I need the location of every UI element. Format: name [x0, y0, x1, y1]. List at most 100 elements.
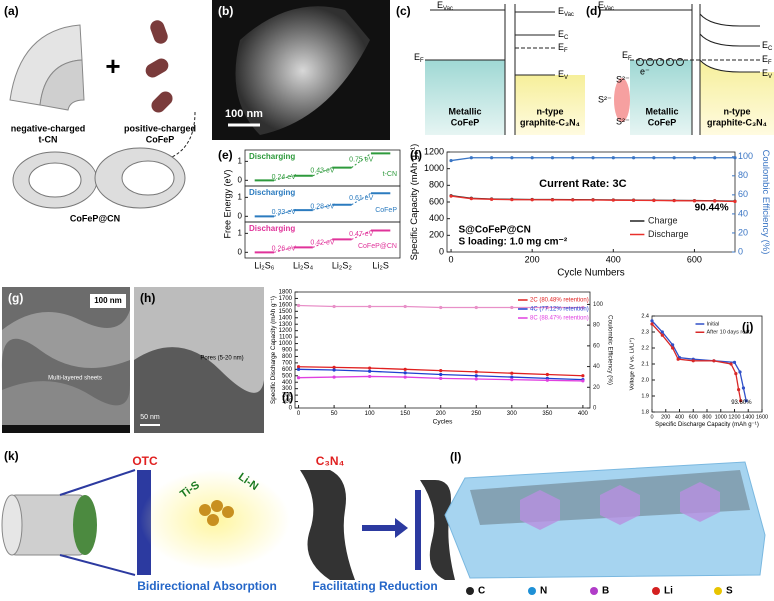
series-label: CoFeP@CN [358, 243, 397, 250]
panel-label: (f) [410, 148, 422, 162]
point [490, 197, 494, 201]
x-tick-label: 200 [661, 414, 670, 420]
metal-band [425, 60, 505, 135]
step-label: 0.43 eV [310, 168, 334, 175]
y2-tick-label: 100 [738, 151, 753, 161]
point [449, 158, 453, 163]
point [332, 375, 336, 379]
y-tick-label: 200 [282, 393, 293, 399]
level-label: EF [558, 42, 568, 53]
connector [351, 230, 372, 240]
point [738, 370, 742, 374]
caption: positive-charged [124, 123, 196, 133]
scale-label: 50 nm [140, 414, 160, 421]
x-tick-label: 200 [436, 411, 447, 417]
point [403, 367, 407, 371]
zoom-line [59, 554, 136, 576]
point [733, 156, 737, 160]
point [490, 156, 494, 160]
sulfide: S²⁻ [598, 94, 612, 104]
y-tick-label: 1500 [279, 309, 293, 315]
point [713, 199, 717, 203]
caption: Bidirectional Absorption [137, 579, 277, 593]
point [545, 372, 549, 377]
y-tick-label: 0 [289, 406, 293, 412]
atom-swatch [714, 587, 722, 595]
subplot-frame [244, 221, 401, 259]
point [591, 198, 595, 202]
caption: negative-charged [11, 123, 86, 133]
vacuum-level [699, 13, 760, 27]
y-axis-label: Specific Capacity (mAh g⁻¹) [409, 144, 420, 261]
scale-box [90, 294, 126, 308]
point [581, 305, 585, 310]
scale-label: 100 nm [225, 108, 263, 120]
sem-sheet [1, 310, 131, 370]
x-tick-label: 250 [471, 411, 482, 417]
x-tick-label: Li₂S₂ [332, 260, 353, 270]
panel-label: (h) [140, 291, 155, 305]
connector [351, 153, 372, 169]
point [676, 357, 680, 361]
annotation: 90.44% [695, 203, 729, 214]
point [672, 199, 676, 203]
cylinder-end [1, 494, 23, 556]
x-tick-label: 800 [702, 414, 711, 420]
legend-label: 8C (88.47% retention) [530, 316, 589, 322]
y-tick-label: 1 [238, 192, 243, 201]
point [545, 305, 549, 310]
panel-label: (b) [218, 4, 233, 18]
point [650, 319, 654, 323]
info-bar [2, 425, 130, 433]
point [474, 305, 478, 310]
atom-label: S [726, 586, 733, 597]
point [296, 376, 301, 380]
x-tick-label: 600 [687, 254, 702, 264]
point [296, 365, 301, 369]
valence-band-edge [699, 59, 760, 73]
polysulfide [199, 500, 234, 526]
point [631, 198, 636, 202]
electrode [73, 495, 97, 555]
point [332, 368, 336, 372]
y-tick-label: 2.4 [641, 313, 649, 319]
y-tick-label: 1200 [424, 146, 444, 156]
annotation: Current Rate: 3C [539, 178, 626, 190]
panel-a: (a) + negative-charged t-CN positive-cha… [4, 4, 196, 223]
point [713, 156, 717, 160]
x-tick-label: 1400 [742, 414, 754, 420]
connector [273, 246, 294, 253]
legend-label: Discharge [648, 229, 689, 239]
point [550, 156, 555, 160]
series-line [651, 320, 747, 401]
panel-label: (j) [742, 320, 753, 334]
point [732, 360, 737, 364]
y-tick-label: 800 [429, 180, 444, 190]
x-tick-label: 0 [650, 414, 653, 420]
point [403, 304, 407, 309]
y2-tick-label: 40 [593, 364, 600, 370]
x-tick-label: Li₂S [372, 260, 389, 270]
level-label: EV [762, 68, 772, 79]
y-tick-label: 2.1 [641, 361, 649, 367]
y2-tick-label: 20 [738, 227, 748, 237]
y-tick-label: 0 [238, 247, 243, 256]
x-tick-label: Li₂S₄ [293, 260, 314, 270]
y-tick-label: 1.8 [641, 409, 649, 415]
level-label: EF [622, 50, 632, 61]
point [692, 199, 697, 203]
point [744, 399, 748, 403]
step-label: 0.26 eV [272, 246, 296, 253]
region-label: n-type [724, 106, 751, 116]
series-line [651, 323, 742, 401]
y-tick-label: 1 [238, 228, 243, 237]
point [691, 359, 695, 363]
y-tick-label: 2.3 [641, 329, 649, 335]
connector [273, 175, 294, 181]
y-tick-label: 100 [282, 399, 293, 405]
series-label: t-CN [383, 171, 397, 178]
point [403, 375, 407, 379]
y-tick-label: 1400 [279, 315, 293, 321]
point [591, 156, 595, 160]
hex-clusters [520, 482, 720, 530]
